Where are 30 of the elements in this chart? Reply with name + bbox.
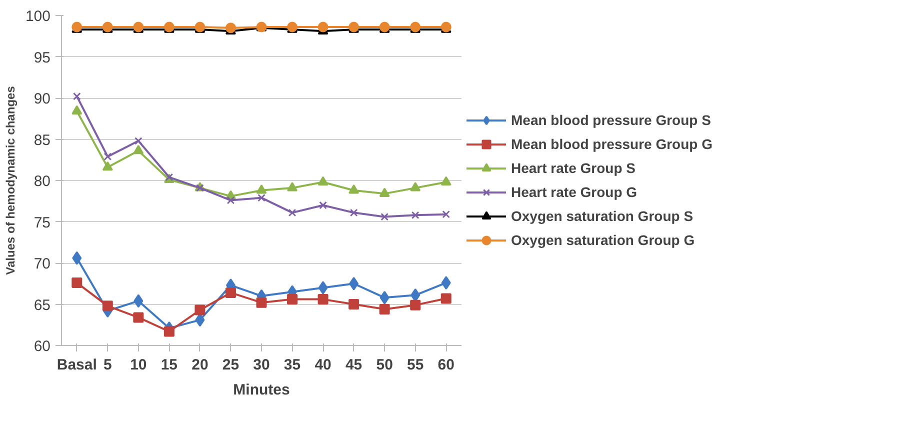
x-tick-label: 15 <box>160 356 178 374</box>
legend-label: Mean blood pressure Group G <box>511 136 712 152</box>
x-tick-label: 50 <box>376 356 393 374</box>
x-tick-label: 20 <box>192 356 208 374</box>
y-axis-title: Values of hemodynamic changes <box>3 86 18 275</box>
y-tick-label: 75 <box>34 214 51 232</box>
legend-label: Heart rate Group G <box>511 184 638 200</box>
x-tick-label: Basal <box>56 356 97 374</box>
y-tick-label: 100 <box>25 8 51 25</box>
y-tick-label: 95 <box>34 49 51 66</box>
legend-label: Oxygen saturation Group S <box>511 208 694 224</box>
y-tick-label: 60 <box>34 338 51 355</box>
x-tick-label: 25 <box>222 356 240 374</box>
x-tick-label: 5 <box>103 356 112 374</box>
x-tick-label: 45 <box>345 356 362 374</box>
x-tick-label: 40 <box>314 356 332 374</box>
x-tick-label: 35 <box>284 356 301 374</box>
y-tick-label: 70 <box>34 256 51 272</box>
legend-label: Mean blood pressure Group S <box>511 112 711 128</box>
y-tick-label: 80 <box>34 173 51 190</box>
y-tick-label: 65 <box>34 296 51 314</box>
x-axis-title: Minutes <box>233 382 290 398</box>
x-tick-label: 30 <box>253 356 270 374</box>
x-tick-label: 60 <box>438 356 454 374</box>
legend-label: Heart rate Group S <box>511 160 636 176</box>
y-tick-label: 85 <box>34 132 51 149</box>
y-tick-label: 90 <box>34 90 51 108</box>
x-tick-label: 10 <box>130 356 147 374</box>
x-tick-label: 55 <box>407 356 424 374</box>
legend-label: Oxygen saturation Group G <box>511 232 695 248</box>
